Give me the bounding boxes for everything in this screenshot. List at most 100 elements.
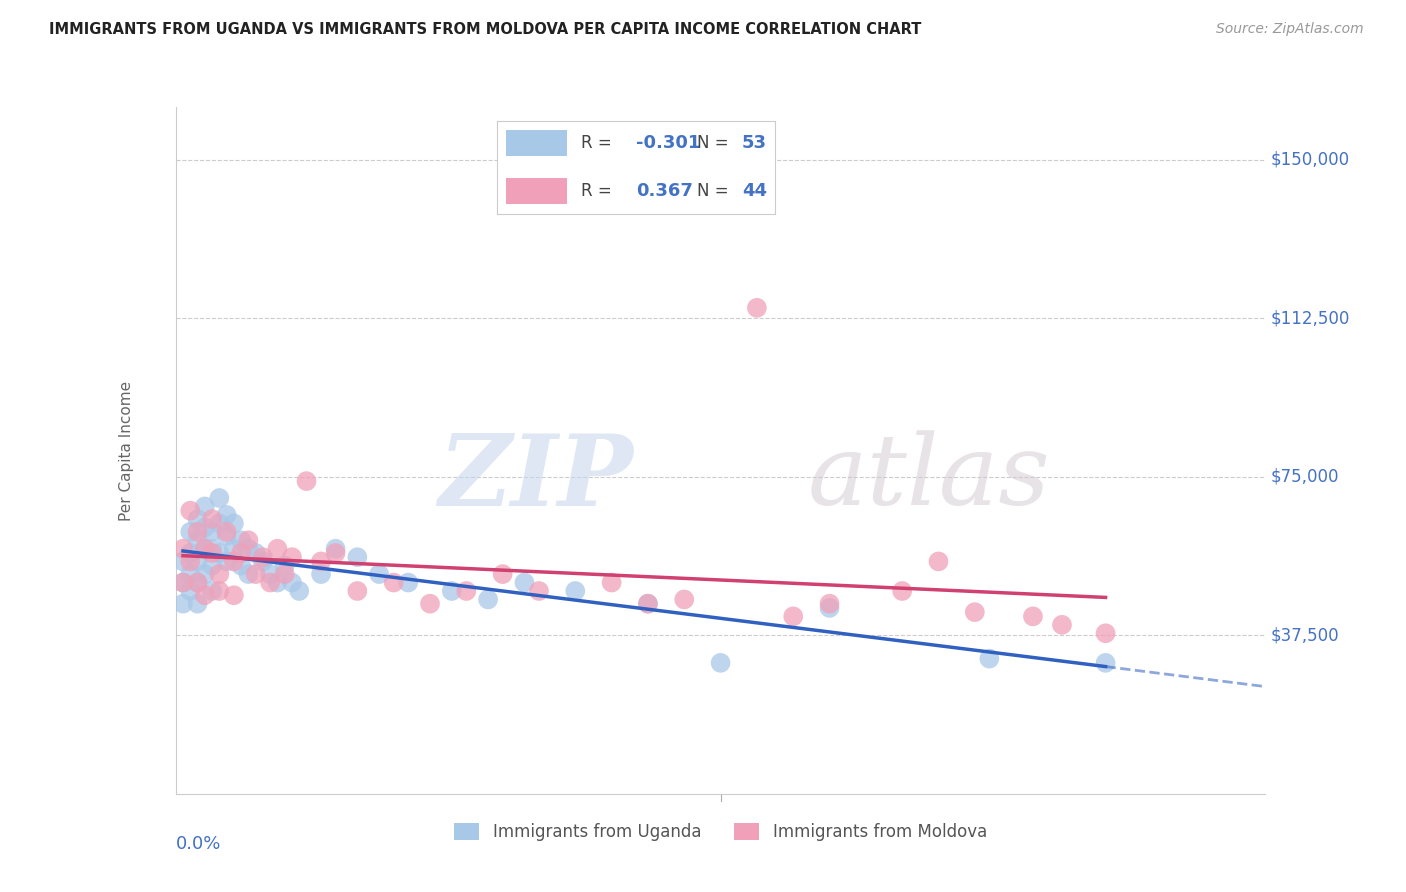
Point: [208, 584, 231, 599]
Point: [201, 584, 224, 599]
Point: [325, 546, 347, 560]
Point: [419, 597, 441, 611]
Point: [281, 550, 304, 565]
Point: [172, 541, 194, 556]
Point: [382, 575, 405, 590]
Point: [172, 575, 194, 590]
Point: [928, 554, 950, 568]
Point: [194, 588, 217, 602]
Point: [186, 524, 209, 539]
Point: [252, 550, 274, 565]
Point: [456, 584, 478, 599]
Point: [274, 567, 297, 582]
Point: [440, 584, 463, 599]
Point: [208, 567, 231, 582]
Point: [231, 558, 253, 573]
Point: [215, 524, 238, 539]
Point: [222, 541, 245, 556]
Point: [238, 567, 260, 582]
Point: [295, 474, 318, 488]
Point: [346, 550, 368, 565]
Point: [259, 575, 281, 590]
Point: [818, 601, 841, 615]
Point: [222, 554, 245, 568]
Point: [201, 541, 224, 556]
Point: [179, 554, 201, 568]
Point: [281, 575, 304, 590]
Point: [259, 567, 281, 582]
Point: [245, 546, 267, 560]
Point: [637, 597, 659, 611]
Point: [179, 584, 201, 599]
Point: [172, 554, 194, 568]
Point: [527, 584, 550, 599]
Point: [208, 516, 231, 531]
Point: [309, 554, 332, 568]
Point: [325, 541, 347, 556]
Text: $150,000: $150,000: [1271, 151, 1350, 169]
Point: [979, 651, 1001, 665]
Point: [710, 656, 733, 670]
Point: [215, 508, 238, 522]
Point: [215, 554, 238, 568]
Point: [1094, 626, 1116, 640]
Text: atlas: atlas: [807, 430, 1050, 525]
Point: [513, 575, 536, 590]
Point: [186, 575, 209, 590]
Point: [963, 605, 986, 619]
Point: [172, 597, 194, 611]
Text: Source: ZipAtlas.com: Source: ZipAtlas.com: [1216, 22, 1364, 37]
Point: [818, 597, 841, 611]
Text: ZIP: ZIP: [439, 430, 633, 526]
Point: [231, 533, 253, 548]
Point: [179, 524, 201, 539]
Legend: Immigrants from Uganda, Immigrants from Moldova: Immigrants from Uganda, Immigrants from …: [447, 816, 994, 847]
Point: [346, 584, 368, 599]
Point: [238, 533, 260, 548]
Point: [477, 592, 499, 607]
Point: [201, 512, 224, 526]
Point: [1094, 656, 1116, 670]
Text: IMMIGRANTS FROM UGANDA VS IMMIGRANTS FROM MOLDOVA PER CAPITA INCOME CORRELATION : IMMIGRANTS FROM UGANDA VS IMMIGRANTS FRO…: [49, 22, 921, 37]
Point: [186, 597, 209, 611]
Point: [172, 575, 194, 590]
Point: [194, 500, 217, 514]
Point: [245, 567, 267, 582]
Point: [194, 567, 217, 582]
Point: [274, 558, 297, 573]
Point: [208, 546, 231, 560]
Point: [1022, 609, 1045, 624]
Text: $112,500: $112,500: [1271, 310, 1350, 327]
Point: [1050, 617, 1073, 632]
Point: [673, 592, 696, 607]
Point: [179, 504, 201, 518]
Text: $75,000: $75,000: [1271, 468, 1340, 486]
Text: 0.0%: 0.0%: [176, 835, 221, 853]
Point: [208, 491, 231, 505]
Point: [231, 546, 253, 560]
Point: [179, 567, 201, 582]
Point: [396, 575, 419, 590]
Point: [782, 609, 804, 624]
Point: [309, 567, 332, 582]
Point: [266, 541, 288, 556]
Point: [492, 567, 515, 582]
Point: [201, 524, 224, 539]
Point: [368, 567, 391, 582]
Point: [745, 301, 768, 315]
Point: [201, 558, 224, 573]
Point: [186, 554, 209, 568]
Point: [179, 546, 201, 560]
Point: [194, 541, 217, 556]
Point: [186, 512, 209, 526]
Point: [564, 584, 586, 599]
Text: Per Capita Income: Per Capita Income: [120, 380, 134, 521]
Point: [238, 541, 260, 556]
Point: [222, 516, 245, 531]
Point: [201, 546, 224, 560]
Text: $37,500: $37,500: [1271, 626, 1340, 644]
Point: [266, 575, 288, 590]
Point: [252, 554, 274, 568]
Point: [891, 584, 914, 599]
Point: [215, 529, 238, 543]
